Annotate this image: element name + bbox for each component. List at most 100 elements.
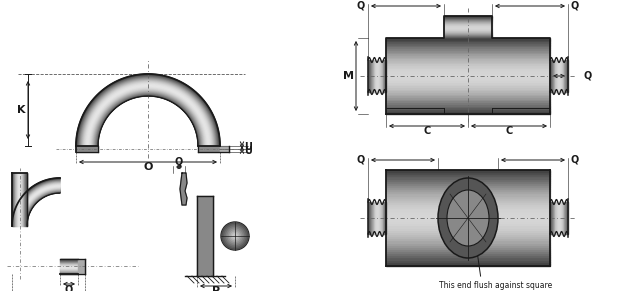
Polygon shape (560, 60, 561, 92)
Polygon shape (86, 84, 210, 146)
Polygon shape (562, 60, 563, 92)
Polygon shape (376, 202, 377, 234)
Polygon shape (565, 60, 566, 92)
Polygon shape (386, 230, 550, 232)
Polygon shape (444, 25, 492, 26)
Polygon shape (560, 202, 561, 234)
Text: Q: Q (175, 157, 183, 167)
Polygon shape (18, 184, 60, 226)
Text: U: U (244, 143, 252, 152)
Polygon shape (386, 80, 550, 82)
Polygon shape (85, 83, 211, 146)
Polygon shape (386, 204, 550, 206)
Polygon shape (24, 190, 60, 226)
Polygon shape (88, 86, 208, 146)
Polygon shape (563, 60, 564, 92)
Polygon shape (83, 81, 213, 146)
Polygon shape (386, 112, 550, 114)
Polygon shape (23, 189, 60, 226)
Polygon shape (555, 60, 556, 92)
Polygon shape (386, 68, 550, 70)
Polygon shape (559, 202, 560, 234)
Text: U: U (244, 146, 252, 155)
Polygon shape (16, 182, 60, 226)
Polygon shape (386, 109, 550, 111)
Circle shape (232, 233, 238, 239)
Polygon shape (378, 60, 379, 92)
Polygon shape (381, 202, 383, 234)
Polygon shape (386, 202, 550, 204)
Polygon shape (386, 234, 550, 236)
Polygon shape (82, 80, 214, 146)
Polygon shape (78, 76, 218, 146)
Polygon shape (386, 264, 550, 266)
Polygon shape (564, 60, 565, 92)
Polygon shape (77, 74, 220, 146)
Polygon shape (386, 107, 550, 109)
Polygon shape (20, 186, 60, 226)
Polygon shape (19, 185, 60, 226)
Polygon shape (370, 60, 371, 92)
Polygon shape (85, 83, 211, 146)
Polygon shape (60, 263, 78, 264)
Polygon shape (386, 253, 550, 255)
Polygon shape (567, 60, 568, 92)
Polygon shape (94, 92, 202, 146)
Polygon shape (566, 60, 567, 92)
Polygon shape (556, 60, 557, 92)
Polygon shape (444, 27, 492, 28)
Polygon shape (19, 185, 60, 226)
Polygon shape (383, 202, 384, 234)
Polygon shape (17, 183, 60, 226)
Polygon shape (386, 70, 550, 72)
Polygon shape (444, 20, 492, 21)
Polygon shape (444, 19, 492, 20)
Polygon shape (386, 255, 550, 258)
Polygon shape (373, 202, 374, 234)
Polygon shape (90, 88, 207, 146)
Polygon shape (60, 271, 78, 272)
Polygon shape (386, 63, 550, 65)
Polygon shape (60, 261, 78, 262)
Polygon shape (369, 60, 370, 92)
Polygon shape (12, 178, 60, 226)
Polygon shape (386, 60, 550, 62)
Polygon shape (386, 43, 550, 45)
Polygon shape (26, 191, 60, 226)
Text: This end flush against square: This end flush against square (439, 281, 552, 290)
Ellipse shape (438, 178, 498, 258)
Polygon shape (550, 60, 551, 92)
Polygon shape (21, 187, 60, 226)
Polygon shape (554, 60, 555, 92)
Polygon shape (386, 198, 550, 200)
Polygon shape (383, 60, 384, 92)
Polygon shape (386, 77, 550, 79)
Polygon shape (386, 53, 550, 55)
Polygon shape (553, 60, 554, 92)
Polygon shape (78, 259, 85, 274)
Polygon shape (220, 146, 229, 152)
Polygon shape (79, 77, 217, 146)
Circle shape (223, 223, 248, 249)
Text: C: C (505, 126, 513, 136)
Polygon shape (386, 189, 550, 191)
Polygon shape (563, 202, 564, 234)
Polygon shape (386, 85, 550, 87)
Polygon shape (386, 247, 550, 249)
Polygon shape (180, 173, 187, 205)
Polygon shape (60, 268, 78, 269)
Polygon shape (386, 38, 550, 40)
Polygon shape (374, 202, 375, 234)
Polygon shape (386, 228, 550, 230)
Polygon shape (386, 58, 550, 60)
Polygon shape (444, 16, 492, 17)
Text: Q: Q (571, 1, 579, 11)
Polygon shape (60, 264, 78, 265)
Text: Q: Q (357, 155, 365, 165)
Polygon shape (386, 221, 550, 223)
Polygon shape (386, 52, 550, 53)
Polygon shape (386, 196, 550, 198)
Polygon shape (386, 238, 550, 240)
Polygon shape (386, 72, 550, 73)
Polygon shape (369, 202, 370, 234)
